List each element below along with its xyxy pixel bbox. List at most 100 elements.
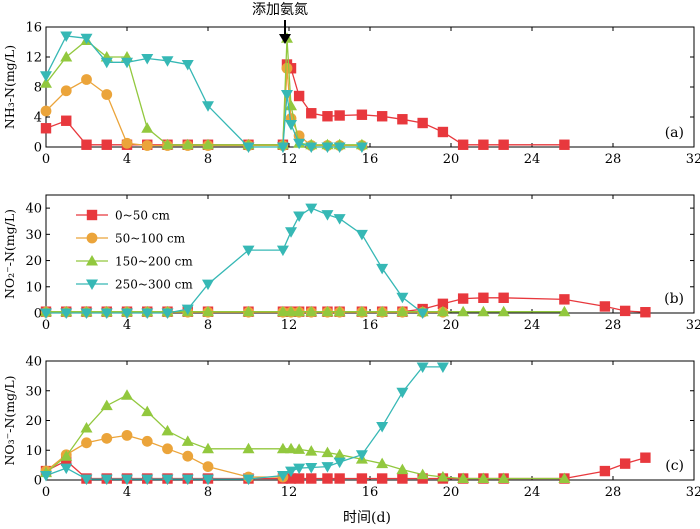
panel-1-y-tick-label: 8 (34, 81, 42, 96)
panel-2-series-4-point (396, 292, 409, 304)
panel-1-series-4-point (202, 101, 214, 112)
panel-3-series-1-point (306, 473, 317, 484)
panel-3: 0 4 8 12 16 20 24 28 32 0 10 20 30 40 NO₃⁻-N(mg/L) (c) (2, 355, 700, 501)
panel-2-series-4-point (285, 227, 298, 238)
panel-1-x-tick-label: 24 (524, 152, 541, 167)
panel-1-series-1-point (457, 139, 469, 150)
panel-3-x-tick-label: 32 (686, 485, 700, 500)
panel-2-series-4-point (305, 203, 318, 215)
panel-1-x-tick-label: 0 (42, 152, 50, 167)
panel-1-series-4-point (60, 31, 73, 42)
panel-3-series-3-point (497, 472, 510, 484)
panel-3-series-3-point (60, 450, 73, 461)
panel-3-series-4-point (276, 471, 289, 482)
panel-2-series-3-point (305, 305, 318, 317)
panel-2-x-tick-label: 32 (686, 318, 700, 333)
panel-1-series-4-point (355, 142, 368, 153)
x-axis-title: 时间(d) (343, 510, 391, 526)
panel-2-series-3-point (477, 305, 490, 317)
legend-label-3: 150~200 cm (115, 255, 193, 269)
panel-3-series-3-point (477, 472, 490, 484)
panel-3-label: (c) (665, 458, 684, 474)
panel-2-series-3-point (321, 305, 334, 317)
panel-2-label: (b) (664, 291, 684, 307)
panel-3-series-3-point (181, 435, 194, 446)
panel-2-series-1-point (498, 292, 509, 303)
panel-3-series-1-point (285, 473, 297, 484)
panel-1-y-tick-label: 4 (34, 111, 42, 126)
panel-1-series-4-point (321, 142, 334, 153)
panel-2-x-tick-label: 4 (123, 318, 131, 333)
legend-label-1: 0~50 cm (115, 209, 170, 223)
panel-2-series-3-point (396, 305, 409, 317)
panel-1-series-2-point (40, 105, 52, 117)
legend-marker-1 (86, 209, 98, 221)
panel-3-series-3-point (305, 445, 318, 456)
panel-2-series-3-point (376, 305, 389, 317)
panel-2-x-tick-label: 8 (204, 318, 212, 333)
panel-1-y-tick-label: 0 (34, 141, 42, 156)
panel-2: 0 4 8 12 16 20 24 28 32 0 10 20 30 40 NO₂⁻-N(mg/L) (b) 0… (2, 194, 700, 333)
panel-3-series-3-point (333, 448, 346, 460)
panel-2-x-tick-label: 0 (42, 318, 50, 333)
panel-3-y-axis-title: NO₃⁻-N(mg/L) (2, 375, 17, 465)
panel-3-series-1-point (293, 473, 305, 484)
panel-3-series-3-point (436, 471, 449, 482)
panel-3-series-4-point (416, 362, 429, 373)
panel-2-x-tick-label: 16 (362, 318, 379, 333)
panel-2-series-4-point (355, 229, 368, 241)
panel-3-series-1-point (356, 473, 368, 484)
panel-2-series-3-point (202, 305, 214, 317)
panel-2-series-4-point (293, 211, 306, 222)
panel-1-series-4-point (40, 71, 52, 82)
panel-1-x-tick-label: 8 (204, 152, 212, 167)
panel-3-series-3-point (80, 421, 93, 433)
panel-3-series-3-point (321, 446, 334, 458)
panel-1-series-4-point (181, 60, 194, 71)
panel-3-series-4-point (242, 474, 255, 486)
panel-1-series-1-point (293, 90, 305, 102)
panel-1-x-tick-label: 20 (443, 152, 460, 167)
panel-1-series-3-point (202, 138, 214, 150)
panel-3-series-4-point (285, 466, 298, 478)
panel-1-series-3-point (181, 138, 194, 150)
panel-2-y-tick-label: 0 (34, 307, 42, 322)
panel-2-series-4-point (100, 308, 113, 319)
panel-3-x-tick-label: 28 (605, 485, 622, 500)
panel-3-y-tick-label: 0 (34, 474, 42, 489)
panel-1-series-1-point (40, 123, 52, 134)
panel-2-series-3-point (285, 305, 298, 317)
panel-3-x-tick-label: 16 (362, 485, 379, 500)
panel-1-series-4-point (333, 142, 346, 153)
panels: 0 4 8 12 16 20 24 28 32 0 4 8 12 16 NH₃-N(mg/L) (a) 0 4 8 1… (2, 21, 700, 501)
panel-3-series-3-point (121, 389, 133, 400)
panel-1-series-2-point (101, 89, 113, 100)
panel-2-series-3-point (242, 305, 255, 317)
panel-2-series-4-point (141, 308, 154, 319)
panel-1-x-tick-label: 4 (123, 152, 131, 167)
panel-2-x-tick-label: 20 (443, 318, 460, 333)
panel-1-series-1-point (376, 111, 388, 122)
panel-2-series-4-point (416, 308, 429, 319)
panel-3-y-tick-label: 10 (25, 444, 42, 459)
panel-3-series-3-point (558, 472, 571, 484)
panel-2-series-4-point (181, 304, 194, 316)
panel-3-series-4-point (80, 474, 93, 486)
panel-3-y-tick-label: 20 (25, 414, 42, 429)
panel-1-series-4-point (293, 138, 306, 150)
panel-3-series-3-point (293, 443, 306, 454)
panel-2-y-tick-label: 10 (25, 280, 42, 295)
panel-3-series-1-point (322, 473, 333, 484)
panel-1-series-4-point (285, 120, 298, 131)
panel-3-series-3-point (202, 442, 214, 454)
panel-3-series-4-point (436, 362, 449, 373)
panel-3-series-3-point (141, 405, 154, 417)
panel-1-series-2-point (141, 140, 153, 151)
legend: 0~50 cm 50~100 cm 150~200 cm 250~300 cm (76, 209, 193, 292)
panel-2-series-1-line (46, 297, 646, 313)
legend-marker-4 (86, 279, 98, 290)
panel-2-series-3-point (276, 305, 289, 317)
panel-2-series-3-point (497, 305, 510, 317)
panel-3-x-tick-label: 8 (204, 485, 212, 500)
panel-2-series-4-point (60, 308, 73, 319)
